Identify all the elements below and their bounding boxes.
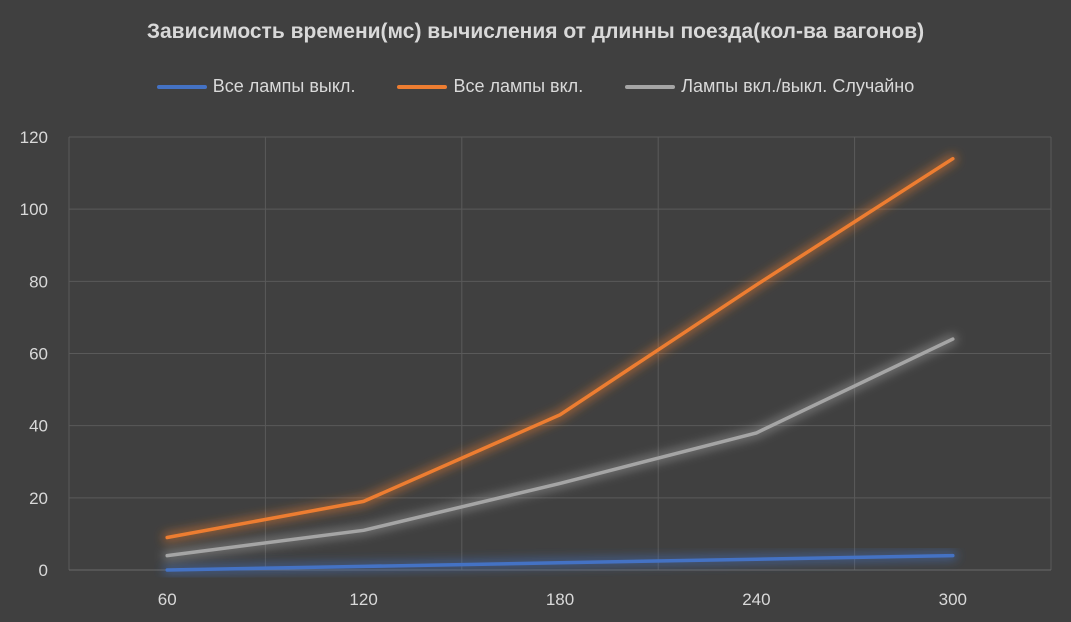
y-tick-label: 80 bbox=[29, 272, 48, 291]
legend-swatch-all-off bbox=[156, 84, 207, 89]
x-tick-label: 180 bbox=[546, 590, 574, 609]
y-tick-label: 100 bbox=[20, 200, 48, 219]
x-tick-label: 240 bbox=[742, 590, 770, 609]
grid bbox=[68, 136, 1052, 570]
legend-label-all-off: Все лампы выкл. bbox=[212, 76, 356, 96]
legend-label-all-on: Все лампы вкл. bbox=[453, 76, 584, 96]
legend-item-all-off: Все лампы выкл. bbox=[156, 76, 356, 97]
x-tick-label: 300 bbox=[939, 590, 967, 609]
series-layer bbox=[162, 154, 958, 575]
legend-swatch-random bbox=[625, 84, 676, 89]
series-line-0 bbox=[165, 553, 955, 572]
y-tick-label: 20 bbox=[29, 489, 48, 508]
y-tick-label: 60 bbox=[29, 345, 48, 364]
legend-item-all-on: Все лампы вкл. bbox=[397, 76, 583, 97]
legend-label-random: Лампы вкл./выкл. Случайно bbox=[681, 76, 915, 96]
y-tick-label: 40 bbox=[29, 417, 48, 436]
legend-swatch-all-on bbox=[397, 84, 448, 89]
chart-title: Зависимость времени(мс) вычисления от дл… bbox=[146, 20, 925, 43]
y-tick-label: 120 bbox=[20, 128, 48, 147]
y-tick-label: 0 bbox=[39, 561, 48, 580]
x-tick-label: 60 bbox=[158, 590, 177, 609]
series-line-1 bbox=[165, 156, 955, 540]
x-tick-label: 120 bbox=[349, 590, 377, 609]
series-glow-2 bbox=[162, 334, 958, 561]
series-line-2 bbox=[165, 337, 955, 558]
legend-item-random: Лампы вкл./выкл. Случайно bbox=[625, 76, 914, 97]
legend: Все лампы выкл. Все лампы вкл. Лампы вкл… bbox=[0, 76, 1071, 97]
